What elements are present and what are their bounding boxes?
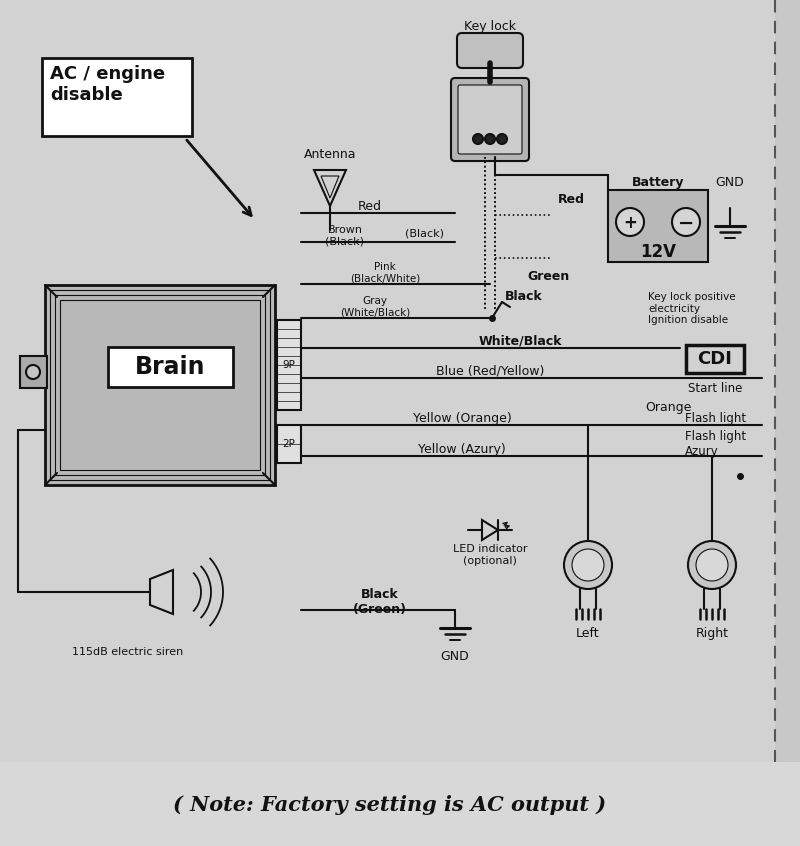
- Text: Key lock positive
electricity
Ignition disable: Key lock positive electricity Ignition d…: [648, 292, 736, 325]
- Bar: [50, 290, 270, 480]
- Text: ( Note: Factory setting is AC output ): ( Note: Factory setting is AC output ): [174, 795, 606, 815]
- Text: Black: Black: [505, 290, 542, 303]
- Text: Blue (Red/Yellow): Blue (Red/Yellow): [436, 365, 544, 378]
- Text: Flash light: Flash light: [685, 412, 746, 425]
- Text: +: +: [623, 214, 637, 232]
- Bar: [60, 300, 260, 470]
- Bar: [108, 347, 233, 387]
- Bar: [20, 356, 47, 388]
- Text: Red: Red: [358, 200, 382, 213]
- Circle shape: [564, 541, 612, 589]
- Text: AC / engine
disable: AC / engine disable: [50, 65, 165, 104]
- Circle shape: [688, 541, 736, 589]
- Text: 115dB electric siren: 115dB electric siren: [72, 647, 184, 657]
- Text: Red: Red: [558, 193, 585, 206]
- FancyBboxPatch shape: [451, 78, 529, 161]
- Bar: [55, 295, 265, 475]
- Circle shape: [485, 134, 495, 144]
- FancyBboxPatch shape: [457, 33, 523, 68]
- Text: Key lock: Key lock: [464, 20, 516, 33]
- Circle shape: [616, 208, 644, 236]
- Text: Antenna: Antenna: [304, 148, 356, 161]
- Text: Orange: Orange: [645, 401, 691, 414]
- Text: Gray
(White/Black): Gray (White/Black): [340, 296, 410, 317]
- FancyBboxPatch shape: [458, 85, 522, 154]
- Text: −: −: [678, 213, 694, 233]
- Bar: [608, 190, 708, 262]
- Text: Yellow (Orange): Yellow (Orange): [413, 412, 511, 425]
- Text: Start line: Start line: [688, 382, 742, 395]
- Circle shape: [672, 208, 700, 236]
- Circle shape: [26, 365, 40, 379]
- Text: Battery: Battery: [632, 176, 684, 189]
- Text: Brown
(Black): Brown (Black): [326, 225, 365, 246]
- Text: Left: Left: [576, 627, 600, 640]
- Text: 2P: 2P: [282, 439, 295, 449]
- Bar: [0, 762, 800, 846]
- Text: Right: Right: [695, 627, 729, 640]
- Text: (Black): (Black): [406, 229, 445, 239]
- Text: 9P: 9P: [282, 360, 295, 370]
- Circle shape: [473, 134, 483, 144]
- Text: GND: GND: [716, 176, 744, 189]
- Text: LED indicator
(optional): LED indicator (optional): [453, 544, 527, 566]
- Bar: [686, 345, 744, 373]
- Circle shape: [497, 134, 507, 144]
- Text: Brain: Brain: [135, 355, 206, 379]
- Bar: [277, 425, 301, 463]
- Bar: [277, 320, 301, 410]
- Text: Pink
(Black/White): Pink (Black/White): [350, 262, 420, 283]
- Bar: [42, 58, 192, 136]
- Text: Yellow (Azury): Yellow (Azury): [418, 443, 506, 456]
- Text: CDI: CDI: [698, 350, 733, 368]
- Text: GND: GND: [441, 650, 470, 663]
- Text: White/Black: White/Black: [478, 335, 562, 348]
- Bar: [45, 285, 275, 485]
- Text: Black
(Green): Black (Green): [353, 588, 407, 616]
- Circle shape: [572, 549, 604, 581]
- Text: Flash light
Azury: Flash light Azury: [685, 430, 746, 458]
- Text: 12V: 12V: [640, 243, 676, 261]
- Circle shape: [696, 549, 728, 581]
- Text: Green: Green: [527, 270, 569, 283]
